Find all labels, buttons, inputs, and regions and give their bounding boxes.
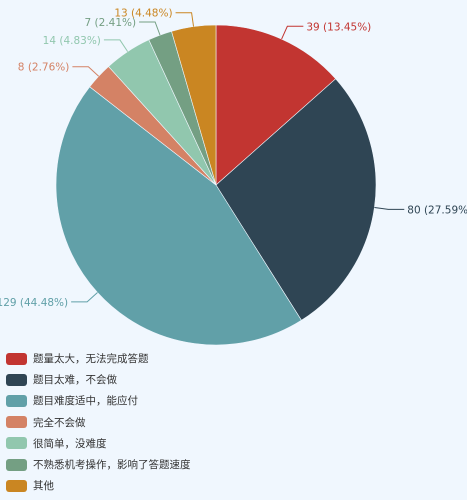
legend-item[interactable]: 其他	[6, 475, 191, 496]
slice-data-label: 13 (4.48%)	[114, 8, 172, 20]
legend-label: 题量太大，无法完成答题	[33, 353, 149, 366]
legend-item[interactable]: 很简单，没难度	[6, 433, 191, 454]
legend-label: 其他	[33, 480, 54, 493]
label-leader-line	[139, 21, 161, 36]
legend-swatch	[6, 437, 27, 450]
slice-data-label: 14 (4.83%)	[43, 35, 101, 47]
pie-slice[interactable]	[215, 24, 337, 186]
pie-chart-canvas: 39 (13.45%) 80 (27.59%) 129 (44.48%) 8 (2.7…	[0, 8, 467, 346]
pie-slice[interactable]	[171, 24, 217, 186]
label-leader-line	[103, 39, 129, 52]
legend-label: 题目太难，不会做	[33, 374, 117, 387]
legend: 题量太大，无法完成答题 题目太难，不会做 题目难度适中，能应付 完全不会做 很简…	[6, 348, 191, 496]
legend-item[interactable]: 完全不会做	[6, 412, 191, 433]
legend-swatch	[6, 479, 27, 492]
slice-data-label: 80 (27.59%)	[407, 204, 467, 216]
label-leader-line	[71, 292, 98, 303]
legend-swatch	[6, 416, 27, 429]
label-leader-line	[281, 25, 304, 40]
legend-item[interactable]: 题目太难，不会做	[6, 369, 191, 390]
legend-label: 很简单，没难度	[33, 437, 107, 450]
label-leader-line	[175, 12, 195, 27]
legend-label: 题目难度适中，能应付	[33, 395, 138, 408]
legend-item[interactable]: 题量太大，无法完成答题	[6, 348, 191, 369]
pie-slice[interactable]	[55, 86, 302, 346]
legend-item[interactable]: 题目难度适中，能应付	[6, 390, 191, 411]
legend-label: 完全不会做	[33, 416, 86, 429]
slice-data-label: 8 (2.76%)	[18, 62, 70, 74]
label-leader-line	[374, 206, 405, 210]
legend-swatch	[6, 394, 27, 407]
legend-swatch	[6, 373, 27, 386]
slice-data-label: 7 (2.41%)	[85, 17, 137, 29]
label-leader-line	[72, 66, 99, 77]
pie-slice[interactable]	[215, 78, 377, 321]
slice-data-label: 39 (13.45%)	[306, 21, 371, 33]
legend-swatch	[6, 458, 27, 471]
slice-data-label: 129 (44.48%)	[0, 297, 68, 309]
legend-swatch	[6, 352, 27, 365]
legend-label: 不熟悉机考操作，影响了答题速度	[33, 459, 191, 472]
legend-item[interactable]: 不熟悉机考操作，影响了答题速度	[6, 454, 191, 475]
